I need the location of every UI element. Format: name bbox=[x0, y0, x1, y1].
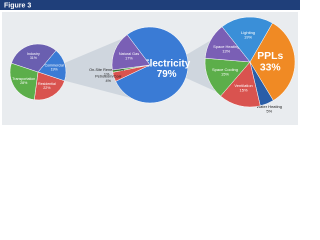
slice-label: On-Site Renewables bbox=[89, 68, 124, 72]
slice-value: 19% bbox=[244, 34, 252, 39]
slice-label: Residential bbox=[38, 82, 56, 86]
slice-value: 17% bbox=[125, 56, 133, 60]
slice-label: Space Cooling bbox=[212, 67, 238, 72]
pie-slice bbox=[111, 34, 151, 71]
slice-label: Natural Gas bbox=[119, 52, 139, 56]
slice-label: Ventilation bbox=[234, 83, 252, 88]
slice-value: 13% bbox=[222, 49, 230, 54]
slice-value: 4% bbox=[105, 79, 111, 83]
slice-value: 31% bbox=[30, 56, 38, 60]
header-bar bbox=[0, 0, 300, 10]
slice-value: 5% bbox=[266, 108, 272, 113]
slice-value: 28% bbox=[20, 81, 28, 85]
slice-value: 79% bbox=[157, 69, 177, 80]
figure-label: Figure 3 bbox=[4, 2, 31, 9]
pie-slice bbox=[249, 22, 296, 101]
figure: Figure 3 Commercial19%Residential22%Tran… bbox=[0, 0, 300, 127]
slice-label: Lighting bbox=[241, 30, 255, 35]
slice-label: PPLs bbox=[257, 51, 283, 62]
slice-label: Petroleum/Coal bbox=[95, 75, 121, 79]
slice-value: 1% bbox=[104, 72, 110, 76]
pie-slice bbox=[11, 43, 57, 73]
slice-label: Water Heating bbox=[257, 104, 282, 109]
slice-value: 15% bbox=[221, 71, 229, 76]
slice-value: 22% bbox=[43, 86, 51, 90]
pie-slice bbox=[9, 62, 39, 101]
slice-label: Industry bbox=[27, 52, 40, 56]
pie-slice bbox=[115, 26, 189, 104]
slice-value: 33% bbox=[260, 62, 281, 73]
slice-value: 15% bbox=[240, 87, 248, 92]
slice-label: Transportation bbox=[12, 77, 35, 81]
slice-value: 19% bbox=[51, 67, 59, 71]
slice-label: Commercial bbox=[45, 63, 64, 67]
pie-slice bbox=[221, 16, 273, 63]
slice-label: Electricity bbox=[143, 58, 191, 69]
pie-slice bbox=[34, 71, 65, 101]
slice-label: Space Heating bbox=[213, 44, 239, 49]
